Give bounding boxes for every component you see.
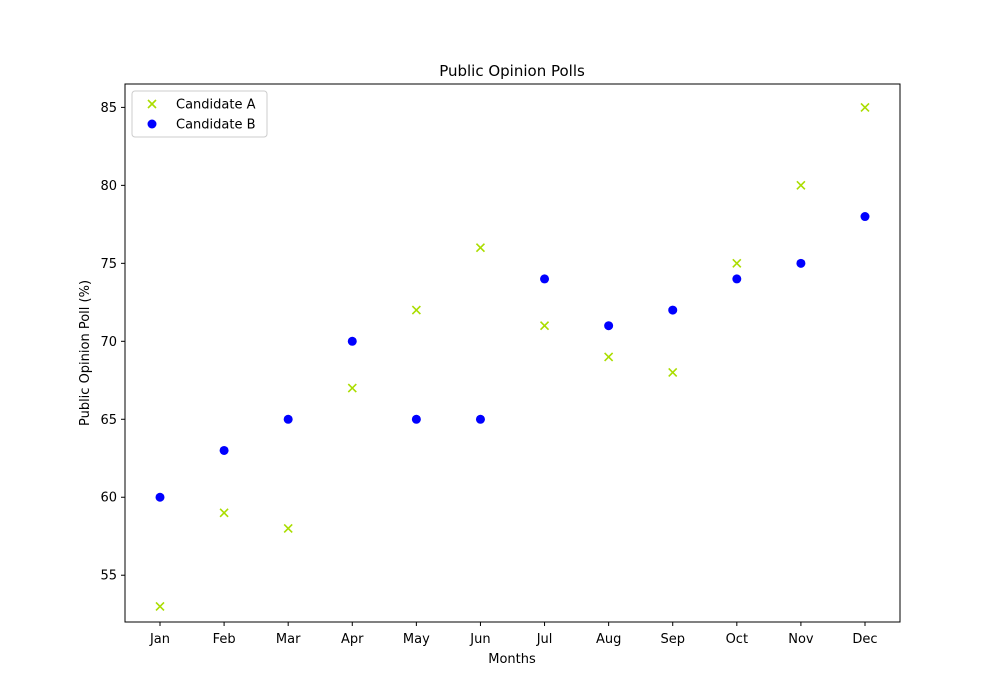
y-axis: 55 60 65 70 75 80 85 [100, 101, 125, 584]
candidate-a-point [283, 523, 293, 534]
y-tick-label: 70 [100, 335, 117, 350]
x-tick-label: May [403, 632, 430, 647]
candidate-a-point [219, 508, 229, 518]
y-tick-label: 60 [100, 491, 117, 506]
candidate-b-point [155, 492, 165, 502]
marker-stroke [539, 321, 550, 331]
marker-stroke [219, 508, 229, 518]
y-tick-label: 55 [100, 569, 117, 584]
x-axis: Jan Feb Mar Apr May Jun Jul Aug Sep Oct Nov Dec [149, 622, 878, 647]
candidate-a-point [860, 102, 870, 112]
x-tick-label: Jan [149, 632, 170, 647]
chart-title: Public Opinion Polls [439, 62, 585, 80]
candidate-b-point [668, 305, 678, 315]
data-points [155, 102, 870, 611]
candidate-b-point [796, 258, 806, 268]
y-axis-label: Public Opinion Poll (%) [78, 280, 93, 426]
legend-label-candidate-b: Candidate B [176, 118, 256, 133]
y-tick-label: 65 [100, 413, 117, 428]
candidate-a-point [475, 243, 486, 253]
candidate-a-point [539, 321, 550, 331]
x-tick-label: Mar [276, 632, 301, 647]
x-tick-label: Apr [341, 632, 364, 647]
candidate-a-point [347, 383, 357, 393]
x-tick-label: Jun [469, 632, 490, 647]
marker-stroke [475, 243, 486, 253]
candidate-b-point [411, 414, 421, 424]
marker-stroke [411, 305, 421, 315]
x-tick-label: Aug [596, 632, 621, 647]
y-tick-label: 85 [100, 101, 117, 116]
legend: Candidate A Candidate B [131, 90, 268, 138]
plot-area [124, 83, 901, 623]
x-tick-label: Jul [536, 632, 553, 647]
candidate-b-point [860, 212, 870, 222]
y-tick-label: 75 [100, 257, 117, 272]
legend-label-candidate-a: Candidate A [176, 98, 256, 113]
marker-stroke [668, 367, 678, 378]
y-tick-label: 80 [100, 179, 117, 194]
marker-stroke [347, 383, 357, 393]
marker-stroke [732, 258, 742, 268]
x-tick-label: Feb [213, 632, 236, 647]
marker-stroke [155, 601, 165, 611]
marker-stroke [860, 102, 870, 112]
x-tick-label: Dec [852, 632, 877, 647]
candidate-b-point [732, 274, 742, 284]
candidate-b-point [604, 321, 614, 331]
candidate-b-point [540, 274, 550, 284]
legend-marker-candidate-b [147, 119, 157, 129]
legend-box [131, 90, 268, 138]
candidate-a-point [732, 258, 742, 268]
x-tick-label: Oct [726, 632, 748, 647]
candidate-a-point [668, 367, 678, 378]
x-tick-label: Nov [788, 632, 814, 647]
marker-stroke [147, 99, 157, 109]
marker-stroke [604, 352, 614, 362]
candidate-a-point [411, 305, 421, 315]
marker-stroke [796, 180, 806, 190]
candidate-b-point [347, 336, 357, 346]
candidate-a-point [604, 352, 614, 362]
candidate-a-point [155, 601, 165, 611]
candidate-b-point [475, 414, 485, 424]
x-axis-label: Months [488, 652, 536, 667]
legend-marker-candidate-a [147, 99, 157, 109]
marker-stroke [283, 523, 293, 534]
candidate-a-point [796, 180, 806, 190]
candidate-b-point [283, 414, 293, 424]
candidate-b-point [219, 445, 229, 455]
x-tick-label: Sep [660, 632, 685, 647]
